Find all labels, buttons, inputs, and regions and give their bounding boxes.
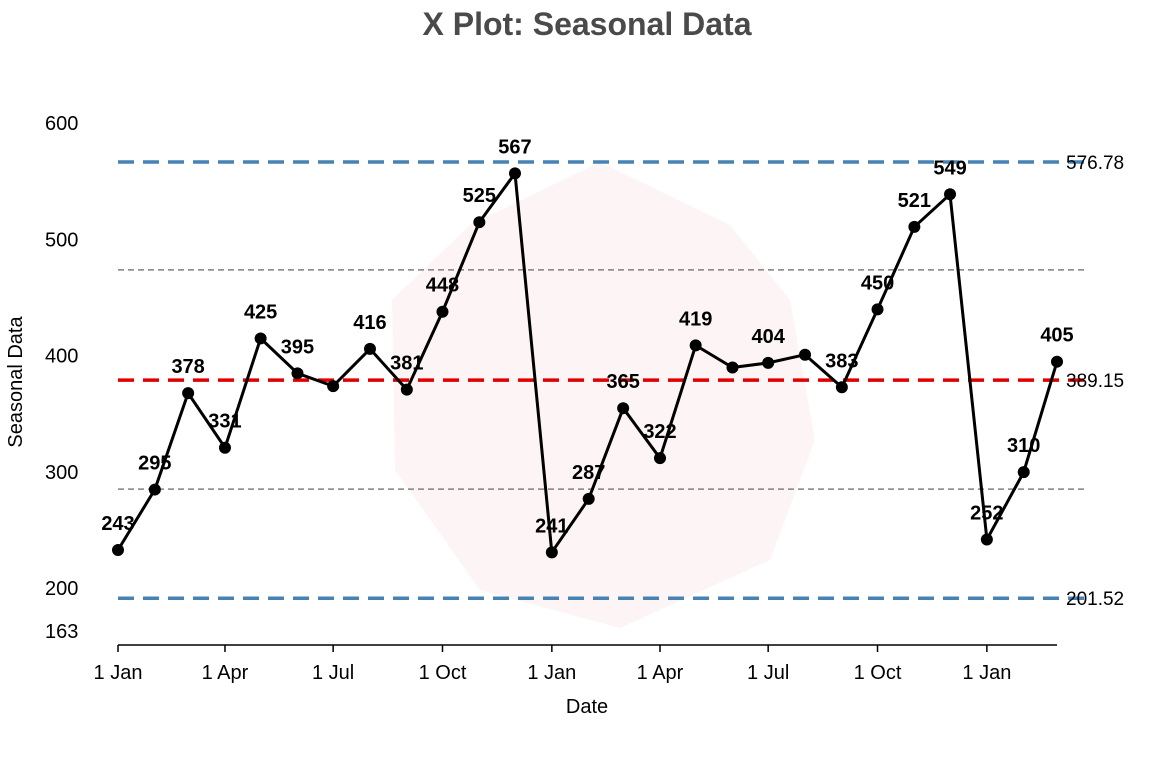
- data-label-24: 252: [970, 503, 1003, 525]
- data-point-16: [689, 339, 702, 352]
- chart-title: X Plot: Seasonal Data: [422, 6, 752, 42]
- x-tick-label: 1 Apr: [637, 662, 684, 684]
- data-label-13: 287: [572, 462, 605, 484]
- data-label-14: 365: [606, 371, 639, 393]
- data-label-21: 450: [861, 272, 894, 294]
- y-axis-title: Seasonal Data: [5, 316, 27, 448]
- data-point-23: [944, 188, 957, 201]
- data-label-11: 567: [498, 136, 531, 158]
- data-label-23: 549: [933, 157, 966, 179]
- x-tick-label: 1 Jul: [312, 662, 354, 684]
- data-point-10: [473, 216, 486, 229]
- x-tick-label: 1 Oct: [854, 662, 902, 684]
- data-point-14: [617, 402, 630, 415]
- data-point-22: [908, 220, 921, 233]
- data-point-9: [436, 305, 449, 318]
- data-point-25: [1017, 466, 1030, 479]
- series: [112, 167, 1063, 559]
- watermark: [392, 162, 815, 628]
- data-point-2: [182, 387, 195, 400]
- data-point-8: [400, 383, 413, 396]
- data-label-4: 425: [244, 301, 277, 323]
- x-tick-label: 1 Jan: [962, 662, 1011, 684]
- data-label-12: 241: [535, 515, 568, 537]
- data-label-2: 378: [171, 356, 204, 378]
- ref-label-upper-control-limit: 576.78: [1066, 153, 1124, 174]
- y-tick-label: 500: [45, 229, 78, 251]
- x-tick-label: 1 Jan: [527, 662, 576, 684]
- data-label-3: 331: [208, 411, 241, 433]
- data-point-26: [1051, 355, 1063, 368]
- axes: 1 Jan 1 Apr 1 Jul 1 Oct 1 Jan 1 Apr 1 Jul 1 Oct…: [45, 113, 1057, 684]
- data-point-0: [112, 544, 124, 557]
- y-tick-label: 400: [45, 346, 78, 368]
- data-label-15: 322: [643, 421, 676, 443]
- x-tick-label: 1 Jul: [747, 662, 789, 684]
- data-label-26: 405: [1040, 325, 1073, 347]
- data-label-22: 521: [898, 190, 931, 212]
- data-point-3: [218, 441, 231, 454]
- data-point-21: [871, 303, 884, 316]
- data-label-10: 525: [463, 185, 496, 207]
- reference-lines: 576.78 389.15 201.52: [118, 153, 1124, 610]
- data-label-25: 310: [1007, 435, 1040, 457]
- data-point-19: [799, 348, 812, 361]
- data-point-5: [291, 367, 304, 380]
- x-tick-label: 1 Jan: [94, 662, 143, 684]
- ref-label-lower-control-limit: 201.52: [1066, 589, 1124, 610]
- ref-label-center-line: 389.15: [1066, 371, 1124, 392]
- x-axis-title: Date: [566, 696, 608, 718]
- data-label-16: 419: [679, 308, 712, 330]
- data-point-11: [508, 167, 521, 180]
- data-point-13: [582, 492, 595, 505]
- y-tick-label: 200: [45, 578, 78, 600]
- data-label-0: 243: [101, 513, 134, 535]
- data-label-5: 395: [281, 336, 314, 358]
- data-label-7: 416: [353, 312, 386, 334]
- data-label-20: 383: [825, 350, 858, 372]
- x-tick-label: 1 Oct: [419, 662, 467, 684]
- data-point-17: [726, 361, 739, 374]
- data-point-15: [654, 452, 667, 465]
- data-point-6: [327, 380, 340, 393]
- data-point-24: [980, 533, 993, 546]
- data-label-9: 448: [426, 275, 459, 297]
- data-point-12: [545, 546, 558, 559]
- data-point-1: [148, 483, 161, 496]
- data-point-4: [254, 332, 267, 345]
- data-label-8: 381: [390, 353, 423, 375]
- data-point-7: [363, 342, 376, 355]
- data-point-18: [762, 356, 775, 369]
- data-label-1: 295: [138, 453, 171, 475]
- data-point-20: [835, 381, 848, 394]
- y-tick-label: 163: [45, 621, 78, 643]
- data-label-18: 404: [751, 326, 785, 348]
- y-tick-label: 300: [45, 462, 78, 484]
- x-tick-label: 1 Apr: [202, 662, 249, 684]
- y-tick-label: 600: [45, 113, 78, 135]
